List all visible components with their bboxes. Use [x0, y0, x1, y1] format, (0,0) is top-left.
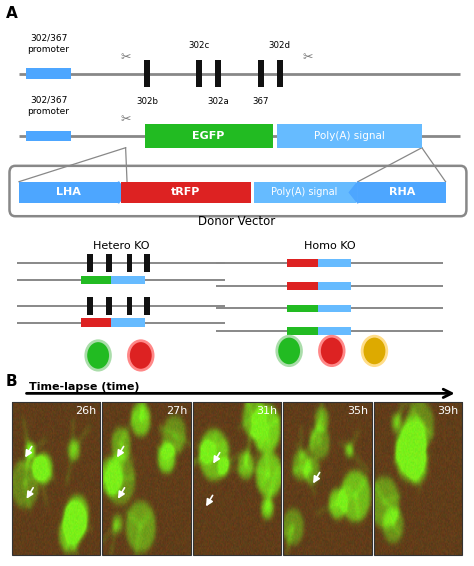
Bar: [26, 131, 71, 141]
Text: ✂: ✂: [120, 114, 131, 126]
Circle shape: [319, 336, 344, 366]
Bar: [145, 124, 273, 148]
FancyBboxPatch shape: [9, 166, 466, 216]
Text: 302b: 302b: [136, 97, 158, 106]
Bar: [81, 318, 111, 327]
Polygon shape: [349, 182, 358, 203]
Bar: [196, 60, 202, 87]
Bar: [111, 276, 145, 285]
Text: Homo KO: Homo KO: [304, 241, 355, 251]
Bar: [12, 402, 100, 555]
Text: RHA: RHA: [389, 187, 415, 198]
Text: ✂: ✂: [303, 52, 313, 64]
Bar: [19, 182, 118, 203]
Circle shape: [128, 341, 153, 370]
Bar: [277, 124, 422, 148]
Text: Poly(A) signal: Poly(A) signal: [314, 131, 385, 141]
Text: A: A: [6, 6, 18, 21]
Circle shape: [362, 336, 387, 366]
Text: Donor Vector: Donor Vector: [199, 215, 275, 228]
Bar: [106, 254, 112, 272]
Bar: [254, 182, 356, 203]
Bar: [144, 297, 150, 315]
Text: ✂: ✂: [120, 52, 131, 64]
Bar: [144, 60, 150, 87]
Text: LHA: LHA: [56, 187, 81, 198]
Text: Poly(A) signal: Poly(A) signal: [271, 187, 338, 198]
Text: 27h: 27h: [166, 406, 187, 417]
Bar: [374, 402, 462, 555]
Bar: [287, 259, 318, 267]
Bar: [318, 327, 351, 335]
Bar: [318, 305, 351, 312]
Bar: [121, 182, 251, 203]
Text: 302a: 302a: [207, 97, 229, 106]
Bar: [318, 282, 351, 290]
Bar: [258, 60, 264, 87]
Bar: [287, 327, 318, 335]
Text: 302c: 302c: [189, 41, 210, 50]
Text: 35h: 35h: [347, 406, 368, 417]
Bar: [87, 297, 93, 315]
Circle shape: [277, 336, 301, 366]
Text: 31h: 31h: [256, 406, 277, 417]
Text: Time-lapse (time): Time-lapse (time): [29, 382, 140, 392]
Bar: [26, 68, 71, 79]
Text: 302/367: 302/367: [30, 33, 67, 42]
Text: 39h: 39h: [437, 406, 458, 417]
Bar: [277, 60, 283, 87]
Text: 302/367: 302/367: [30, 96, 67, 105]
Polygon shape: [118, 182, 127, 203]
Text: EGFP: EGFP: [192, 131, 225, 141]
Bar: [318, 259, 351, 267]
Text: 26h: 26h: [75, 406, 97, 417]
Bar: [287, 305, 318, 312]
Bar: [283, 402, 372, 555]
Bar: [144, 254, 150, 272]
Bar: [102, 402, 191, 555]
Bar: [81, 276, 111, 285]
Bar: [215, 60, 221, 87]
Bar: [111, 318, 145, 327]
Text: Hetero KO: Hetero KO: [92, 241, 149, 251]
Text: 302d: 302d: [269, 41, 291, 50]
Text: 367: 367: [253, 97, 269, 106]
Text: promoter: promoter: [27, 45, 70, 54]
Text: B: B: [6, 374, 18, 389]
Bar: [87, 254, 93, 272]
Bar: [127, 297, 132, 315]
Bar: [193, 402, 281, 555]
Text: promoter: promoter: [27, 107, 70, 116]
Bar: [127, 254, 132, 272]
Circle shape: [86, 341, 110, 370]
Text: tRFP: tRFP: [172, 187, 201, 198]
Bar: [106, 297, 112, 315]
Bar: [287, 282, 318, 290]
Bar: [358, 182, 446, 203]
